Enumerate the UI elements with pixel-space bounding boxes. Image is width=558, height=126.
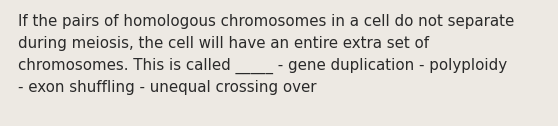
Text: chromosomes. This is called _____ - gene duplication - polyploidy: chromosomes. This is called _____ - gene… — [18, 58, 507, 74]
Text: during meiosis, the cell will have an entire extra set of: during meiosis, the cell will have an en… — [18, 36, 429, 51]
Text: - exon shuffling - unequal crossing over: - exon shuffling - unequal crossing over — [18, 80, 316, 95]
Text: If the pairs of homologous chromosomes in a cell do not separate: If the pairs of homologous chromosomes i… — [18, 14, 514, 29]
